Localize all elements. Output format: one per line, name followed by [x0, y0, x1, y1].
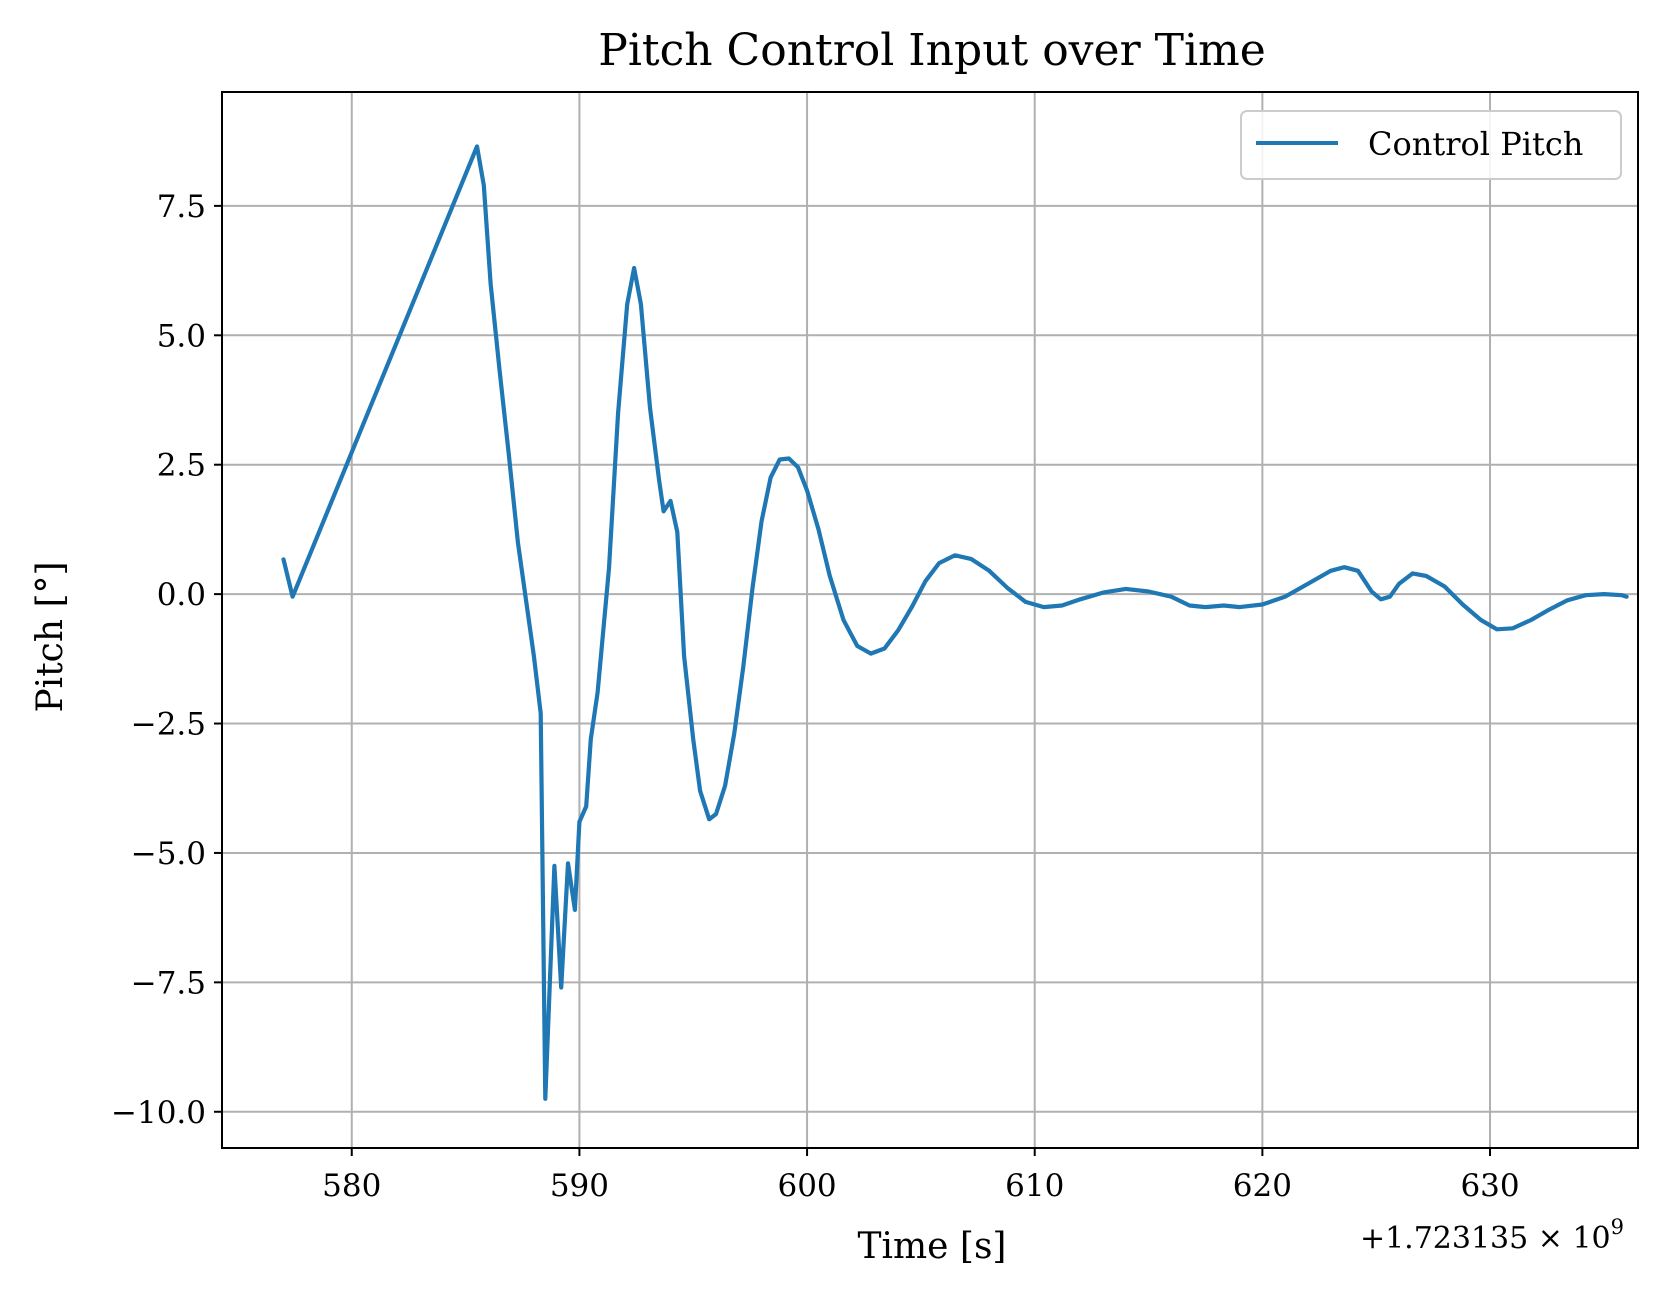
- x-tick-label: 620: [1233, 1168, 1292, 1204]
- x-tick-label: 630: [1460, 1168, 1519, 1204]
- x-tick-label: 580: [322, 1168, 381, 1204]
- x-tick-label: 610: [1005, 1168, 1064, 1204]
- y-tick-label: 2.5: [157, 448, 206, 484]
- legend: Control Pitch: [1240, 110, 1622, 180]
- chart-title: Pitch Control Input over Time: [598, 25, 1266, 76]
- y-tick-label: −5.0: [131, 836, 206, 872]
- axis-ticks: 580 590 600 610 620 630 −10.0 −7.5 −5.0 −2.5 0.0 2.…: [111, 189, 1520, 1204]
- x-axis-offset-label: +1.723135 × 109: [1360, 1215, 1624, 1256]
- series-line-control-pitch: [281, 144, 1629, 1101]
- grid: [222, 92, 1638, 1148]
- x-tick-label: 590: [550, 1168, 609, 1204]
- x-axis-label: Time [s]: [858, 1226, 1007, 1267]
- y-tick-label: −7.5: [131, 965, 206, 1001]
- y-tick-label: −10.0: [111, 1095, 206, 1131]
- plot-frame: [221, 91, 1639, 1149]
- y-tick-label: 7.5: [157, 189, 206, 225]
- y-tick-label: 5.0: [157, 318, 206, 354]
- x-axis-offset-exponent: 9: [1611, 1215, 1624, 1239]
- x-tick-label: 600: [777, 1168, 836, 1204]
- legend-box: [1240, 110, 1622, 180]
- series-group: [281, 144, 1629, 1101]
- y-tick-label: 0.0: [157, 577, 206, 613]
- y-axis-label: Pitch [°]: [30, 561, 71, 712]
- legend-label: Control Pitch: [1368, 125, 1583, 163]
- y-tick-label: −2.5: [131, 707, 206, 743]
